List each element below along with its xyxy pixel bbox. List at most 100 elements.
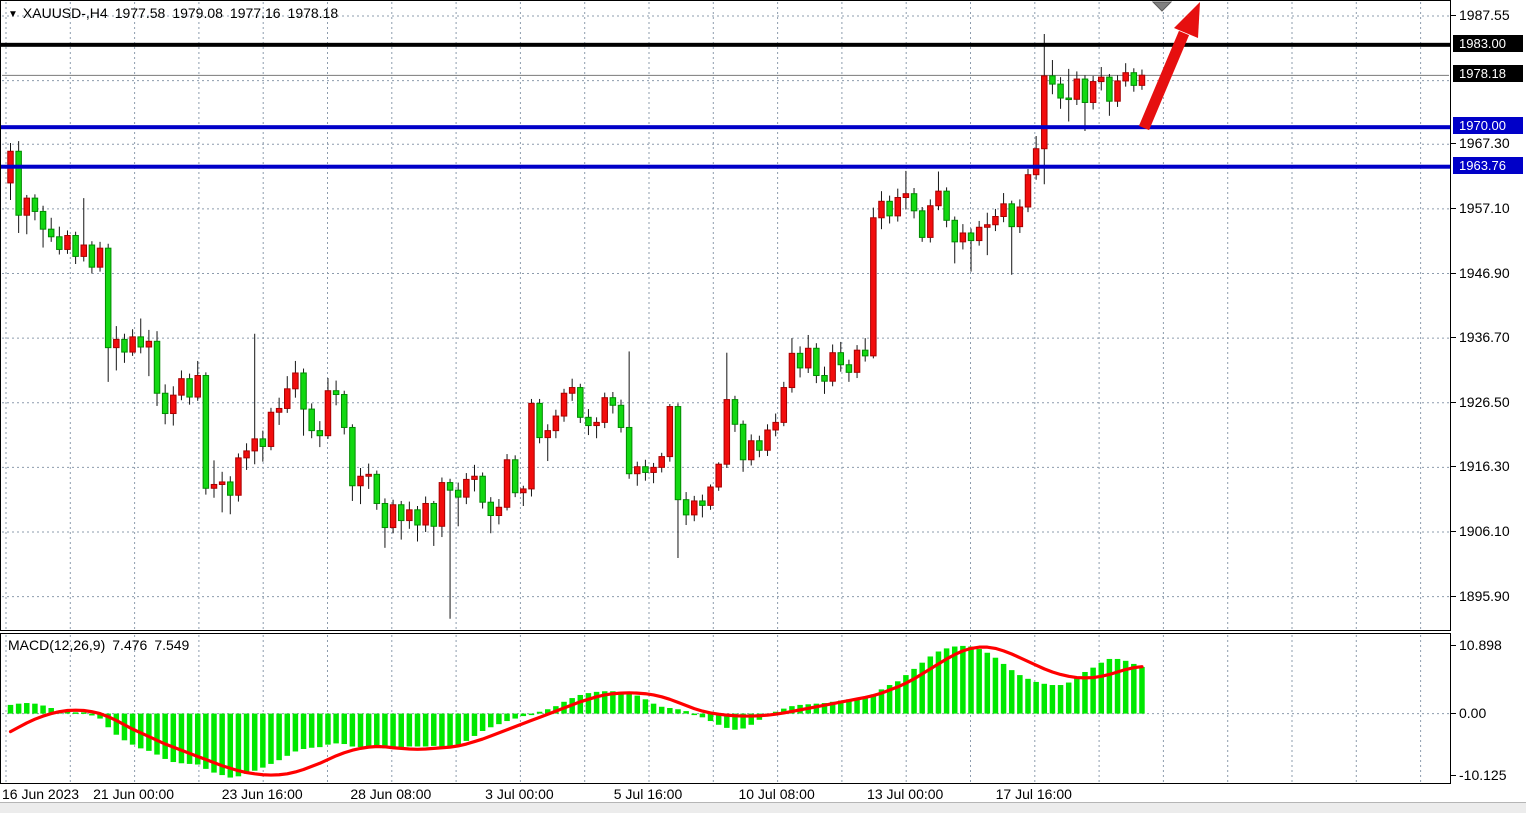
macd-histogram-bar [268,713,274,764]
candle-body [96,247,104,268]
candle-bullish [170,386,177,426]
macd-pane[interactable]: MACD(12,26,9) 7.476 7.549 [0,633,1451,784]
macd-signal-line [8,645,1144,777]
candle-bearish [682,492,690,526]
macd-histogram-bar [64,711,71,714]
candle-body [210,483,218,489]
macd-histogram-bar [325,713,331,745]
candle-body [1049,75,1056,85]
macd-histogram-bar [284,713,291,756]
candle-body [284,388,291,409]
candle-body [365,473,372,477]
candle-bearish [316,421,324,448]
candle-bullish [959,224,967,250]
macd-histogram-bar [593,691,600,714]
candle-body [943,190,950,221]
horizontal-level-line[interactable] [1,42,1450,47]
macd-histogram-bar [194,713,201,765]
candle-bullish [829,344,836,387]
candle-bearish [739,420,747,472]
time-axis-label: 28 Jun 08:00 [350,786,432,802]
ohlc-header: ▼ XAUUSD-,H4 1977.58 1979.08 1977.16 1978.18 [8,5,345,21]
macd-histogram-bar [154,713,160,755]
candle-bearish [1081,75,1089,131]
macd-histogram-bar [886,685,893,714]
candle-bearish [886,195,893,224]
candle-bearish [674,403,682,558]
macd-histogram-bar [235,713,242,777]
macd-histogram-bar [634,695,641,714]
macd-histogram-bar [1000,663,1007,714]
trend-arrow-head[interactable] [1174,2,1200,38]
macd-histogram-bar [520,713,527,717]
macd-histogram-bar [24,703,30,714]
time-axis-label: 21 Jun 00:00 [93,786,175,802]
macd-histogram-bar [813,703,820,714]
price-chart-canvas [1,1,1450,629]
horizontal-level-line[interactable] [1,125,1450,130]
candle-body [1065,97,1072,101]
candle-bullish [804,334,812,373]
price-level-badge: 1970.00 [1453,117,1523,134]
candle-body [682,499,690,516]
candle-bearish [845,359,853,382]
macd-histogram-bar [211,713,217,773]
macd-histogram-bar [374,713,380,748]
candle-bullish [145,329,153,377]
candle-bearish [756,435,763,458]
macd-histogram-bar [137,713,144,749]
macd-histogram-bar [1008,670,1015,714]
horizontal-level-line[interactable] [1,164,1450,169]
macd-histogram-bar [447,713,453,748]
candle-bullish [992,208,999,232]
candle-body [821,375,828,382]
close-value: 1978.18 [287,5,339,21]
candle-bullish [495,499,503,525]
candle-bullish [715,462,722,491]
candle-body [113,338,120,349]
price-chart-pane[interactable]: ▼ XAUUSD-,H4 1977.58 1979.08 1977.16 1978.18 [0,0,1451,631]
candle-body [324,390,332,437]
macd-histogram-bar [984,652,991,714]
time-axis[interactable]: 16 Jun 2023 21 Jun 00:00 23 Jun 16:00 28 Ju… [0,784,1451,802]
trend-arrow-shaft[interactable] [1138,30,1190,131]
candle-bullish [284,376,291,413]
candle-bullish [634,461,641,486]
candle-body [544,430,551,439]
macd-histogram-bar [406,713,413,747]
time-axis-label: 10 Jul 08:00 [738,786,815,802]
candle-bearish [15,141,22,233]
candle-body [634,466,641,475]
macd-histogram-bar [1098,662,1105,714]
time-axis-label: 23 Jun 16:00 [221,786,303,802]
candle-body [699,500,706,506]
candle-body [479,475,486,503]
candle-bearish [577,383,584,424]
candle-body [951,219,958,243]
price-axis-tick [1451,402,1456,403]
candle-bearish [414,506,421,542]
candle-bearish [731,395,739,432]
candle-bearish [446,478,454,619]
candle-body [813,347,820,377]
candle-body [520,488,527,494]
candle-body [1138,74,1146,86]
symbol-dropdown-icon[interactable]: ▼ [8,9,18,20]
price-axis[interactable]: 1987.55 1967.30 1957.10 1946.90 1936.70 1926.… [1451,0,1526,802]
candle-bullish [601,392,608,429]
candle-bullish [357,468,364,505]
candle-bearish [373,470,381,510]
candle-bullish [780,381,788,427]
candle-body [422,502,429,526]
candle-body [316,430,324,437]
chart-shift-marker-icon [1151,1,1173,12]
candle-bullish [503,454,511,511]
candle-bullish [691,495,698,522]
candle-body [153,340,161,394]
candle-bullish [1122,63,1129,87]
candle-body [756,440,763,451]
price-axis-tick [1451,273,1456,274]
macd-histogram-bar [488,713,494,728]
candle-bullish [129,329,136,356]
